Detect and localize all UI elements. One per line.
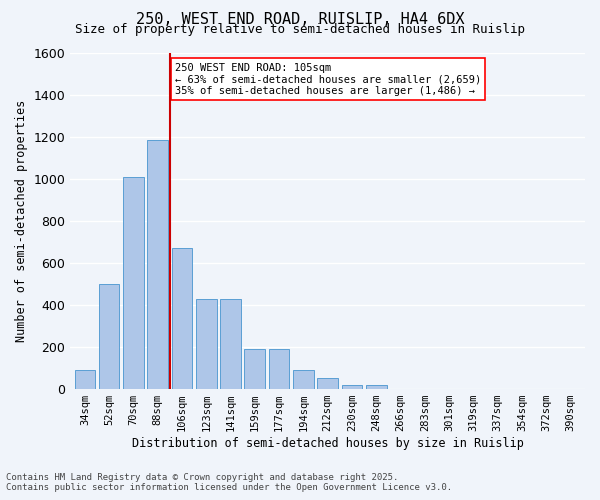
Text: Contains HM Land Registry data © Crown copyright and database right 2025.
Contai: Contains HM Land Registry data © Crown c… [6,473,452,492]
Bar [74,370,95,389]
Bar [269,349,289,389]
Bar [244,349,265,389]
Y-axis label: Number of semi-detached properties: Number of semi-detached properties [15,100,28,342]
Text: 250, WEST END ROAD, RUISLIP, HA4 6DX: 250, WEST END ROAD, RUISLIP, HA4 6DX [136,12,464,28]
Bar [172,248,192,389]
Bar [220,298,241,389]
Bar [99,284,119,389]
Bar [366,385,386,389]
Bar [293,370,314,389]
Bar [317,378,338,389]
Text: Size of property relative to semi-detached houses in Ruislip: Size of property relative to semi-detach… [75,22,525,36]
X-axis label: Distribution of semi-detached houses by size in Ruislip: Distribution of semi-detached houses by … [132,437,524,450]
Bar [123,176,144,389]
Text: 250 WEST END ROAD: 105sqm
← 63% of semi-detached houses are smaller (2,659)
35% : 250 WEST END ROAD: 105sqm ← 63% of semi-… [175,62,481,96]
Bar [341,385,362,389]
Bar [196,298,217,389]
Bar [148,140,168,389]
